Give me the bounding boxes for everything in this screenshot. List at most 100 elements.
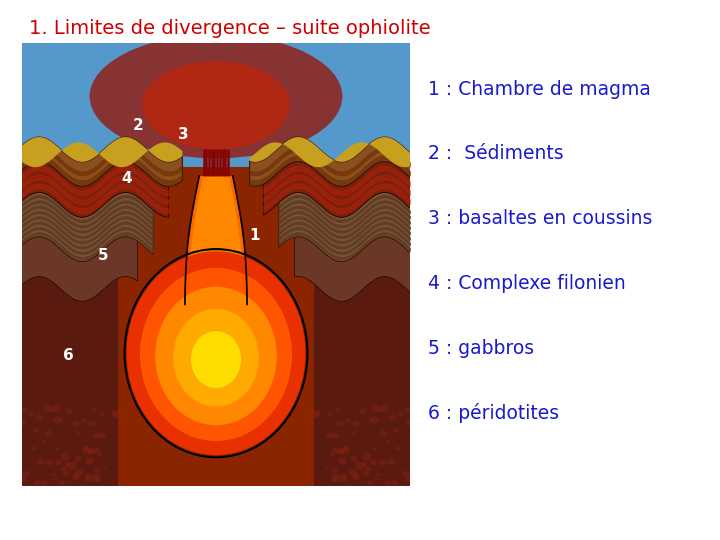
Text: 5 : gabbros: 5 : gabbros [428,339,534,358]
Ellipse shape [338,475,347,482]
Ellipse shape [92,448,102,455]
Text: 5: 5 [98,248,109,263]
Ellipse shape [45,460,53,465]
Ellipse shape [387,441,390,443]
Ellipse shape [392,480,397,485]
Ellipse shape [336,407,341,411]
Ellipse shape [40,480,48,485]
Ellipse shape [395,446,400,450]
Ellipse shape [398,411,404,416]
Ellipse shape [191,331,241,388]
Ellipse shape [89,448,94,452]
Text: 3 : basaltes en coussins: 3 : basaltes en coussins [428,209,653,228]
Ellipse shape [348,469,358,476]
Ellipse shape [82,448,91,455]
Ellipse shape [352,433,356,436]
Ellipse shape [32,446,37,450]
Ellipse shape [66,408,73,414]
Ellipse shape [21,407,27,412]
Polygon shape [22,237,138,301]
Text: 2: 2 [133,118,143,133]
Text: 4 : Complexe filonien: 4 : Complexe filonien [428,274,626,293]
Ellipse shape [405,407,411,412]
Ellipse shape [379,460,387,465]
Bar [22,43,410,167]
Ellipse shape [55,477,59,481]
Polygon shape [22,137,182,167]
Ellipse shape [53,416,62,423]
Ellipse shape [341,448,350,455]
Ellipse shape [59,480,66,485]
Text: 1 : Chambre de magma: 1 : Chambre de magma [428,79,652,99]
Ellipse shape [377,408,382,412]
Ellipse shape [338,458,346,464]
Ellipse shape [83,446,90,451]
Text: 6: 6 [63,348,73,363]
Ellipse shape [97,453,102,457]
Ellipse shape [74,469,84,476]
Ellipse shape [94,477,101,482]
Polygon shape [250,137,410,186]
Text: 2 :  Sédiments: 2 : Sédiments [428,144,564,164]
Ellipse shape [351,456,357,461]
Ellipse shape [52,473,55,476]
Polygon shape [314,276,410,486]
Polygon shape [185,176,247,305]
Polygon shape [22,276,118,486]
Ellipse shape [377,473,380,476]
Ellipse shape [100,413,104,416]
Ellipse shape [354,461,358,463]
Ellipse shape [45,430,53,437]
Bar [22,167,410,486]
Polygon shape [189,176,243,305]
Ellipse shape [372,447,377,450]
Ellipse shape [333,433,339,438]
Ellipse shape [339,421,345,426]
Ellipse shape [310,411,318,418]
Ellipse shape [353,421,360,427]
Ellipse shape [20,476,28,482]
Ellipse shape [402,471,410,477]
Polygon shape [250,137,410,167]
Ellipse shape [98,433,106,439]
Ellipse shape [52,405,60,412]
Ellipse shape [313,410,321,417]
Ellipse shape [55,459,62,465]
Ellipse shape [72,474,79,481]
Ellipse shape [353,474,360,481]
Ellipse shape [89,35,343,158]
Ellipse shape [359,408,366,414]
Ellipse shape [61,467,67,471]
Ellipse shape [337,449,344,455]
Ellipse shape [334,422,338,425]
Text: 6 : péridotites: 6 : péridotites [428,403,559,423]
Ellipse shape [127,251,305,455]
Ellipse shape [42,441,45,443]
Ellipse shape [404,476,412,482]
Ellipse shape [369,420,373,423]
Ellipse shape [365,467,371,471]
Ellipse shape [72,421,79,427]
Ellipse shape [366,480,373,485]
Ellipse shape [86,458,94,464]
Text: 1: 1 [250,228,260,244]
Ellipse shape [63,470,70,476]
Ellipse shape [338,448,343,452]
Ellipse shape [325,466,329,469]
Ellipse shape [74,461,78,463]
Ellipse shape [38,459,45,464]
Ellipse shape [387,459,394,464]
Ellipse shape [81,418,87,423]
Ellipse shape [331,474,341,481]
Polygon shape [264,161,410,217]
Ellipse shape [379,430,387,437]
Ellipse shape [384,480,392,485]
Text: 4: 4 [121,171,132,186]
Ellipse shape [362,453,372,460]
Ellipse shape [50,408,55,412]
Polygon shape [22,161,168,217]
Ellipse shape [65,463,71,467]
Ellipse shape [331,477,338,482]
Text: 3: 3 [178,127,188,143]
Ellipse shape [75,456,81,461]
